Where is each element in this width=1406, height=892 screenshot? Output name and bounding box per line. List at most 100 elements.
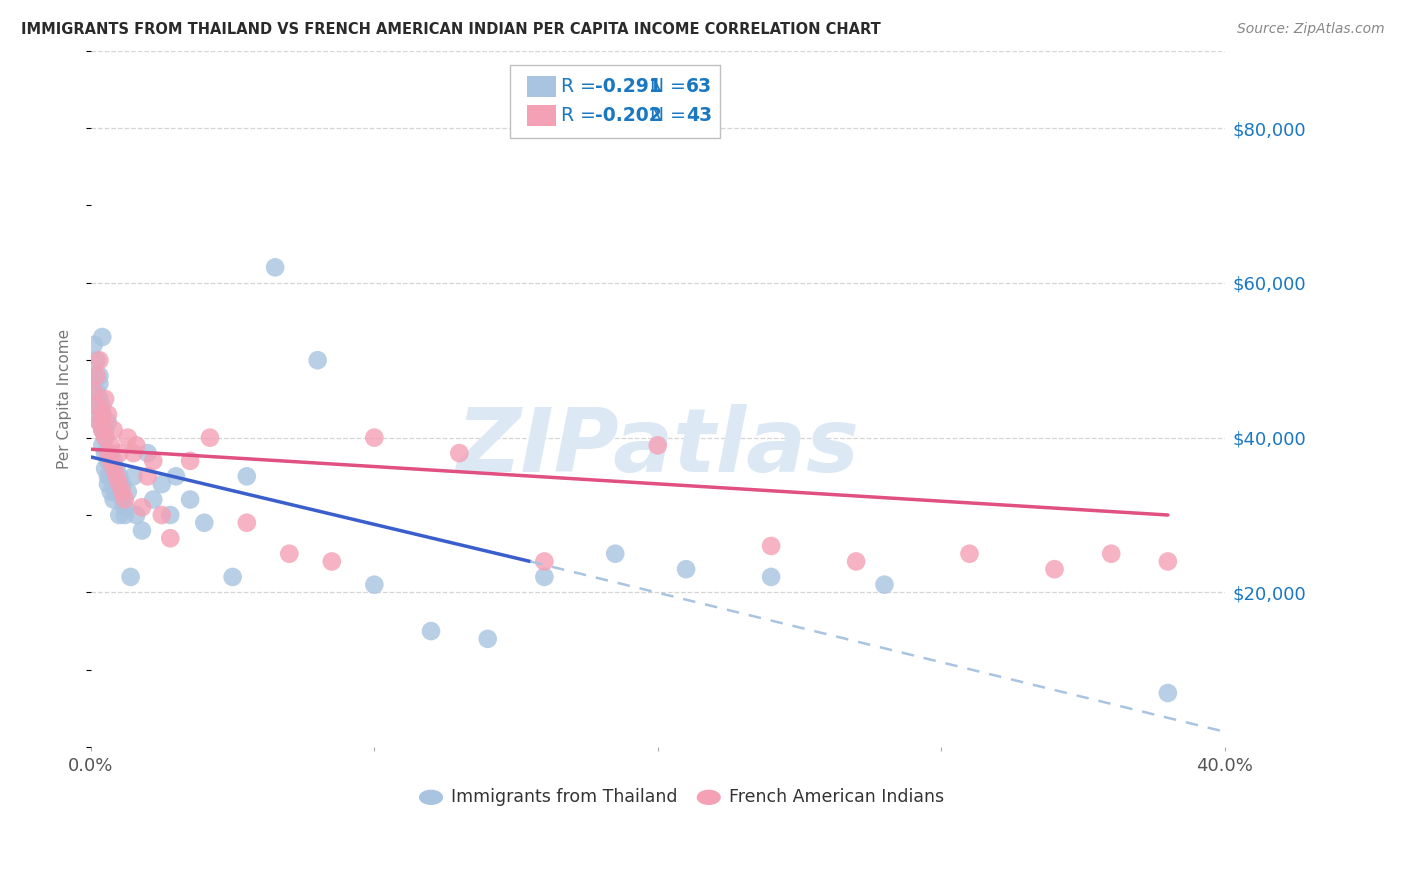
Point xyxy=(142,454,165,468)
Point xyxy=(103,461,125,475)
Text: R =: R = xyxy=(561,106,602,125)
FancyBboxPatch shape xyxy=(527,76,555,96)
Point xyxy=(675,562,697,576)
Point xyxy=(759,570,782,584)
Point xyxy=(125,508,148,522)
Point xyxy=(103,454,125,468)
Point xyxy=(97,477,120,491)
Point xyxy=(117,484,139,499)
Text: -0.291: -0.291 xyxy=(595,77,662,95)
Point xyxy=(159,508,181,522)
Point xyxy=(278,547,301,561)
Point xyxy=(236,469,259,483)
Point xyxy=(136,446,159,460)
Point xyxy=(108,508,131,522)
Point xyxy=(114,500,136,515)
Point xyxy=(873,577,896,591)
Point xyxy=(100,454,122,468)
Point xyxy=(89,376,111,391)
Point xyxy=(150,477,173,491)
Point xyxy=(142,492,165,507)
Text: 63: 63 xyxy=(686,77,713,95)
Point xyxy=(533,554,555,568)
Circle shape xyxy=(697,790,720,805)
Point xyxy=(91,330,114,344)
Text: ZIPatlas: ZIPatlas xyxy=(456,404,859,491)
Point xyxy=(120,570,142,584)
Point xyxy=(165,469,187,483)
Point xyxy=(103,492,125,507)
Point xyxy=(1157,686,1180,700)
Text: N =: N = xyxy=(650,106,692,125)
Point xyxy=(94,431,117,445)
Point xyxy=(105,461,128,475)
Point xyxy=(100,461,122,475)
Point xyxy=(533,570,555,584)
Point xyxy=(86,368,108,383)
Point xyxy=(83,368,105,383)
Point xyxy=(1043,562,1066,576)
Point xyxy=(117,431,139,445)
Point xyxy=(91,400,114,414)
Point xyxy=(89,408,111,422)
Point xyxy=(94,461,117,475)
Point xyxy=(131,524,153,538)
Point xyxy=(91,423,114,437)
Text: Immigrants from Thailand: Immigrants from Thailand xyxy=(451,789,678,806)
Text: Source: ZipAtlas.com: Source: ZipAtlas.com xyxy=(1237,22,1385,37)
Point xyxy=(83,384,105,399)
Point xyxy=(94,392,117,406)
Point xyxy=(91,408,114,422)
Point xyxy=(179,492,201,507)
Point xyxy=(759,539,782,553)
Point xyxy=(159,531,181,545)
Point xyxy=(114,508,136,522)
Point xyxy=(91,438,114,452)
Point xyxy=(105,469,128,483)
Point xyxy=(449,446,471,460)
Point xyxy=(420,624,443,639)
Point xyxy=(86,400,108,414)
Point xyxy=(97,446,120,460)
Point xyxy=(89,368,111,383)
Point xyxy=(136,469,159,483)
Point xyxy=(1157,554,1180,568)
Point xyxy=(94,431,117,445)
Point xyxy=(363,431,385,445)
Point xyxy=(100,484,122,499)
Point xyxy=(103,477,125,491)
Point xyxy=(105,484,128,499)
Point xyxy=(108,469,131,483)
Point xyxy=(89,353,111,368)
FancyBboxPatch shape xyxy=(510,64,720,137)
Point xyxy=(91,423,114,437)
Point xyxy=(111,477,134,491)
Point xyxy=(86,353,108,368)
Point xyxy=(100,469,122,483)
Point xyxy=(100,438,122,452)
Point xyxy=(959,547,981,561)
Text: -0.202: -0.202 xyxy=(595,106,662,125)
Point xyxy=(221,570,243,584)
Point xyxy=(363,577,385,591)
Y-axis label: Per Capita Income: Per Capita Income xyxy=(58,329,72,469)
Point xyxy=(108,477,131,491)
Point xyxy=(97,454,120,468)
Point xyxy=(845,554,868,568)
Point xyxy=(94,423,117,437)
Point xyxy=(236,516,259,530)
Point xyxy=(89,415,111,429)
Text: IMMIGRANTS FROM THAILAND VS FRENCH AMERICAN INDIAN PER CAPITA INCOME CORRELATION: IMMIGRANTS FROM THAILAND VS FRENCH AMERI… xyxy=(21,22,880,37)
Point xyxy=(321,554,343,568)
Point xyxy=(122,469,145,483)
Point xyxy=(89,392,111,406)
Point xyxy=(86,384,108,399)
Point xyxy=(150,508,173,522)
Text: R =: R = xyxy=(561,77,602,95)
Point xyxy=(91,408,114,422)
Point xyxy=(111,484,134,499)
Point xyxy=(193,516,215,530)
Point xyxy=(86,400,108,414)
Point xyxy=(94,446,117,460)
Circle shape xyxy=(419,790,443,805)
